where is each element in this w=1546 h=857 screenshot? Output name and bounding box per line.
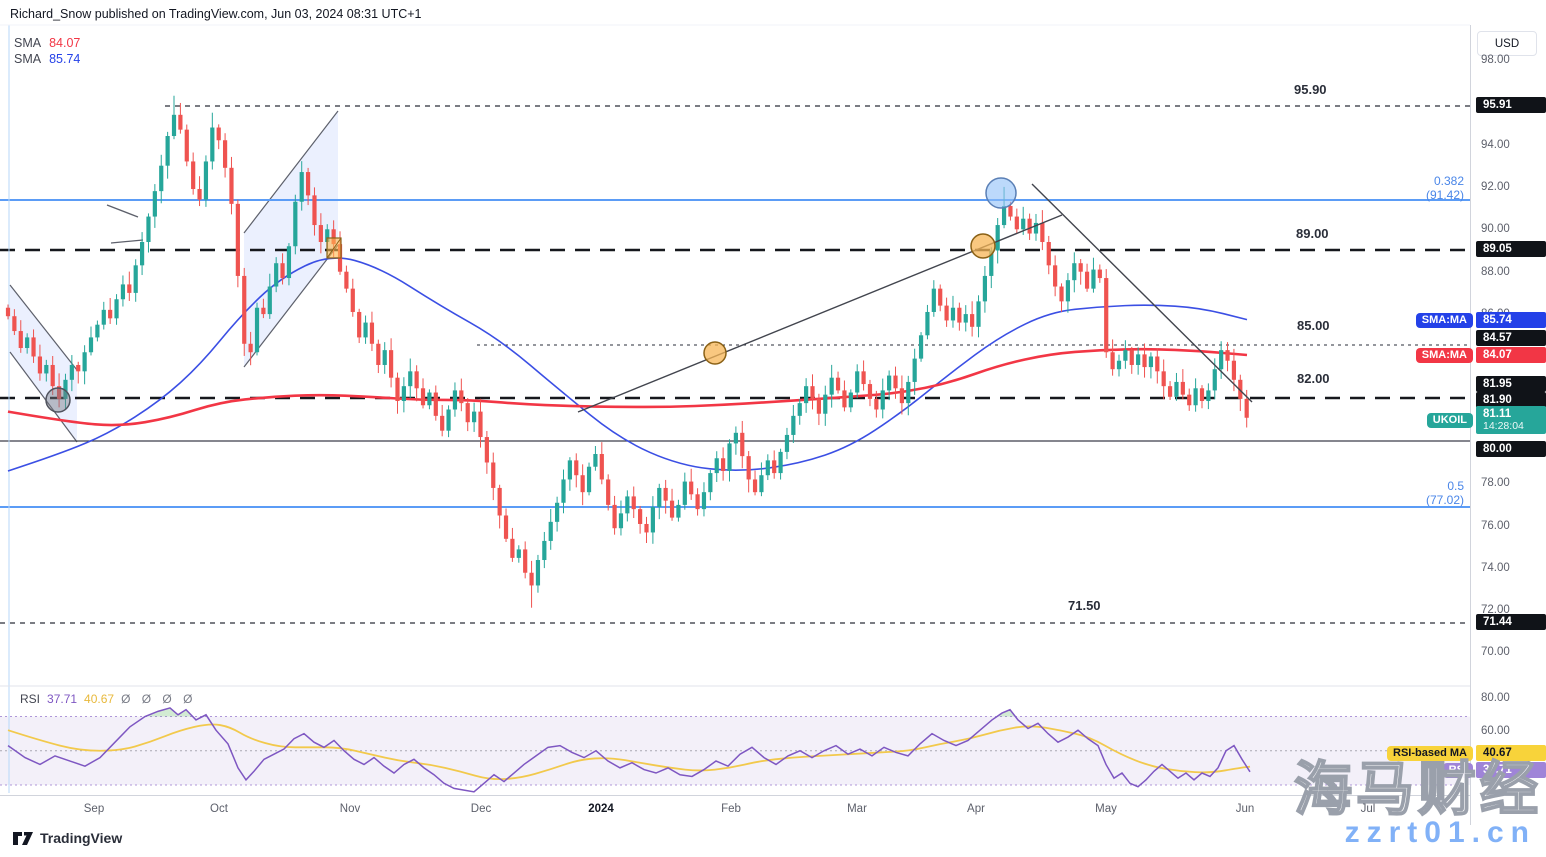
sma2-label: SMA (14, 52, 42, 66)
sma1-value: 84.07 (49, 36, 81, 50)
sma-slow-line (7, 257, 1248, 472)
time-tick-Feb: Feb (721, 803, 741, 815)
time-tick-May: May (1095, 803, 1117, 815)
price-level-label: 82.00 (1297, 371, 1330, 386)
price-tick: 92.00 (1481, 181, 1510, 193)
fib-level-label: 0.5 (77.02) (1425, 479, 1464, 507)
price-axis[interactable]: USD 98.00 94.00 92.00 90.00 88.00 86.00 78.00 7… (1470, 25, 1546, 825)
price-tick: 98.00 (1481, 54, 1510, 66)
price-tick: 74.00 (1481, 562, 1510, 574)
time-tick-Oct: Oct (210, 803, 228, 815)
ascending-channel-upper-line (243, 110, 339, 234)
descending-channel (10, 285, 77, 442)
rsi-overbought-fill (145, 707, 193, 717)
price-tick: 78.00 (1481, 477, 1510, 489)
price-tick: 88.00 (1481, 266, 1510, 278)
tradingview-logo[interactable]: TradingView (12, 830, 122, 846)
time-tick-Sep: Sep (83, 803, 105, 815)
rsi-label: RSI (20, 692, 41, 706)
time-tick-Apr: Apr (967, 803, 985, 815)
ascending-channel (244, 111, 338, 367)
rsi-ma-line (7, 723, 1251, 781)
price-tick: 72.00 (1481, 604, 1510, 616)
time-tick-Dec: Dec (470, 803, 492, 815)
blue-circle-marker (985, 177, 1017, 209)
orange-circle-marker (703, 341, 727, 365)
price-tick: 80.00 (1481, 692, 1510, 704)
sma2-value: 85.74 (49, 52, 81, 66)
price-tick: 86.00 (1481, 308, 1510, 320)
time-tick-Jun: Jun (1235, 803, 1255, 815)
price-tick: 94.00 (1481, 139, 1510, 151)
tradingview-logo-icon (13, 831, 33, 845)
time-tick-2024: 2024 (588, 803, 614, 815)
price-tick: 90.00 (1481, 223, 1510, 235)
rsi-legend-row[interactable]: RSI 37.71 40.67 Ø Ø Ø Ø (20, 692, 196, 706)
descending-channel-upper-line (9, 284, 78, 371)
fib-level-label: 0.382 (91.42) (1425, 174, 1465, 202)
gray-circle-marker (45, 387, 71, 413)
sma1-label: SMA (14, 36, 42, 50)
rsi-line (7, 707, 1251, 793)
rsi-ma-value: 40.67 (84, 692, 115, 706)
price-tick: 76.00 (1481, 520, 1510, 532)
price-tick: 60.00 (1481, 725, 1510, 737)
time-tick-Jul: Jul (1360, 803, 1376, 815)
price-tick: 70.00 (1481, 646, 1510, 658)
time-tick-Mar: Mar (847, 803, 867, 815)
orange-circle-marker (970, 233, 996, 259)
candles (5, 95, 1249, 608)
rsi-value: 37.71 (47, 692, 78, 706)
time-axis[interactable]: Sep Oct Nov Dec 2024 Feb Mar Apr May Jun Jul (0, 795, 1470, 826)
descending-channel-lower-line (9, 351, 78, 443)
pennant-line (106, 204, 139, 218)
pattern-box-diagonal (326, 237, 342, 259)
downtrend-line (1031, 183, 1253, 403)
tradingview-logo-text: TradingView (40, 830, 123, 846)
currency-button[interactable]: USD (1477, 31, 1537, 56)
price-level-label: 85.00 (1297, 318, 1330, 333)
sma-legend-row-1[interactable]: SMA 84.07 (14, 36, 80, 50)
publish-title: Richard_Snow published on TradingView.co… (10, 7, 422, 21)
time-tick-Nov: Nov (339, 803, 361, 815)
watermark-cn: 海马财经 (1293, 756, 1542, 823)
pennant-line (110, 239, 144, 244)
watermark-url: zzrt01.cn (1344, 816, 1536, 849)
price-level-label: 89.00 (1296, 226, 1329, 241)
rsi-hidden-icons[interactable]: Ø Ø Ø Ø (121, 692, 197, 706)
price-level-label: 95.90 (1294, 82, 1327, 97)
ascending-channel-lower-line (243, 244, 339, 368)
sma-fast-line (7, 347, 1248, 427)
sma-legend-row-2[interactable]: SMA 85.74 (14, 52, 80, 66)
price-level-label: 71.50 (1068, 598, 1101, 613)
